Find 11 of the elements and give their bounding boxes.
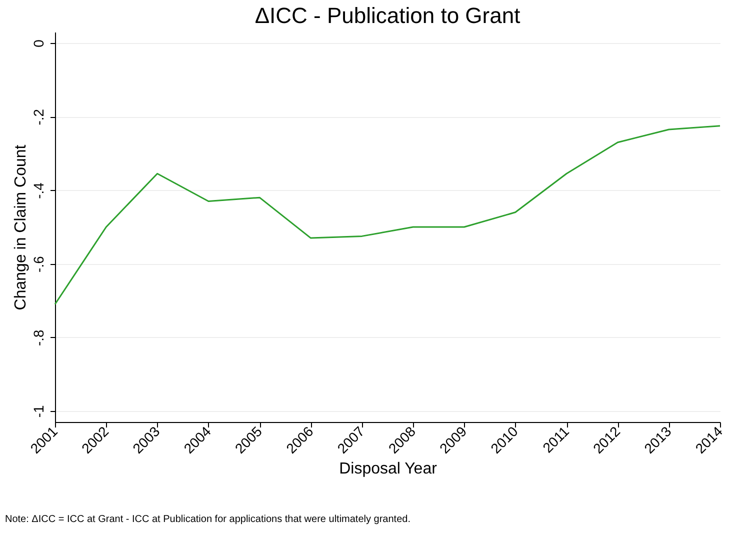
text: Note: ΔICC = ICC at Grant - ICC at Publication for applications that were ultimately granted. [5, 514, 410, 525]
y-tick-label: -.2 [30, 108, 46, 126]
x-axis-title: Disposal Year [339, 460, 438, 478]
y-tick-label: -.6 [30, 256, 46, 272]
line-series [54, 125, 721, 306]
y-tick-label: -.8 [30, 329, 46, 346]
y-axis-title: Change in Claim Count [12, 144, 30, 310]
chart-title: ΔICC - Publication to Grant [254, 3, 520, 28]
y-tick-label: -1 [30, 405, 46, 418]
y-tick-label: -.4 [30, 182, 46, 199]
y-tick-label: 0 [30, 39, 46, 48]
